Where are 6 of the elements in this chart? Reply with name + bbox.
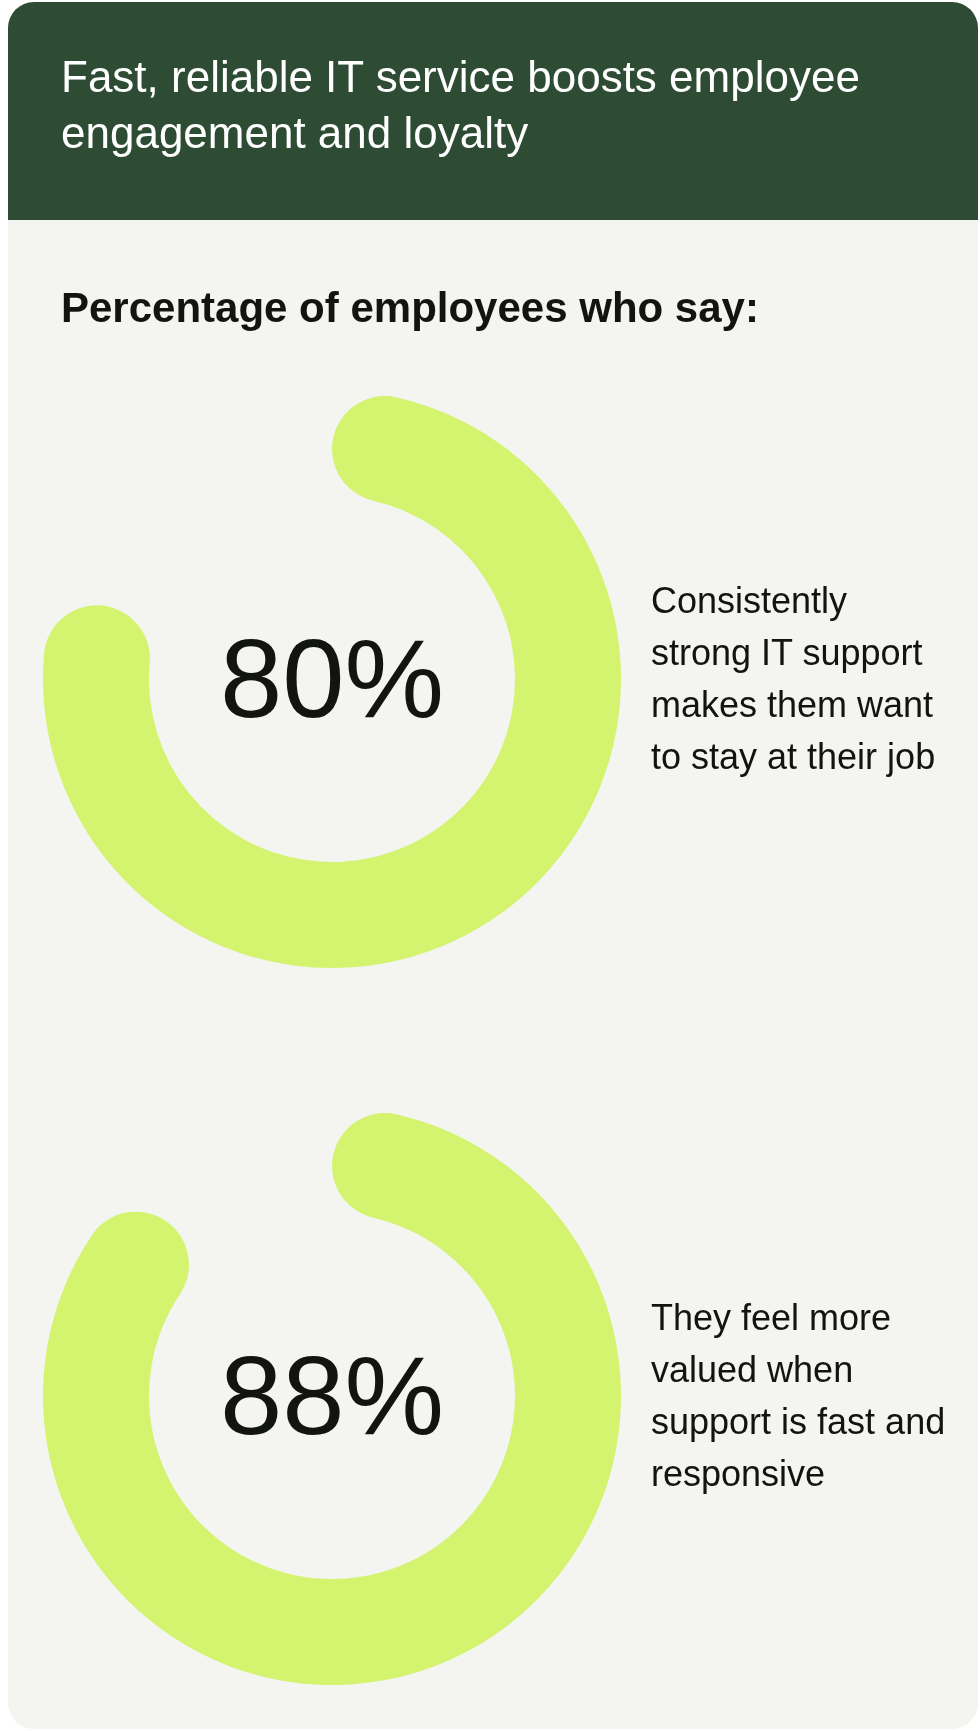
chart-subtitle: Percentage of employees who say: <box>61 284 759 331</box>
data-label: 88% <box>219 1333 445 1458</box>
data-label: 80% <box>219 616 445 741</box>
text: Consistently strong IT support makes them want to stay at their job <box>651 580 936 777</box>
chart-title: Fast, reliable IT service boosts employee engagement and loyalty <box>61 52 860 157</box>
text: They feel more valued when support is fast and responsive <box>651 1297 946 1494</box>
